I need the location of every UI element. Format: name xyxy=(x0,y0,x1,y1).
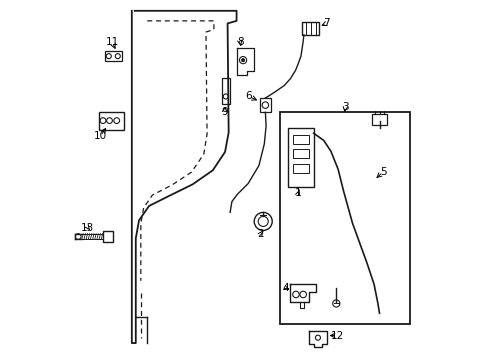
Text: 1: 1 xyxy=(295,188,301,198)
Bar xyxy=(222,78,229,104)
Bar xyxy=(292,164,308,173)
Text: 2: 2 xyxy=(257,229,264,239)
Bar xyxy=(302,22,319,35)
Text: 13: 13 xyxy=(81,222,94,233)
Bar xyxy=(105,51,122,61)
Bar xyxy=(292,135,308,144)
Bar xyxy=(260,98,270,112)
Text: 9: 9 xyxy=(221,107,227,117)
Text: 10: 10 xyxy=(94,131,107,141)
Bar xyxy=(99,112,123,130)
Text: 12: 12 xyxy=(330,330,343,341)
Bar xyxy=(102,231,113,242)
Text: 3: 3 xyxy=(341,102,348,112)
Text: 11: 11 xyxy=(105,37,119,48)
Text: 8: 8 xyxy=(236,37,243,48)
Bar xyxy=(279,112,409,324)
Circle shape xyxy=(241,59,244,62)
Bar xyxy=(292,149,308,158)
Bar xyxy=(287,128,313,187)
Text: 4: 4 xyxy=(282,283,288,293)
Text: 7: 7 xyxy=(323,18,329,28)
Text: 5: 5 xyxy=(379,167,386,177)
Text: 6: 6 xyxy=(245,91,252,102)
Bar xyxy=(371,114,386,125)
